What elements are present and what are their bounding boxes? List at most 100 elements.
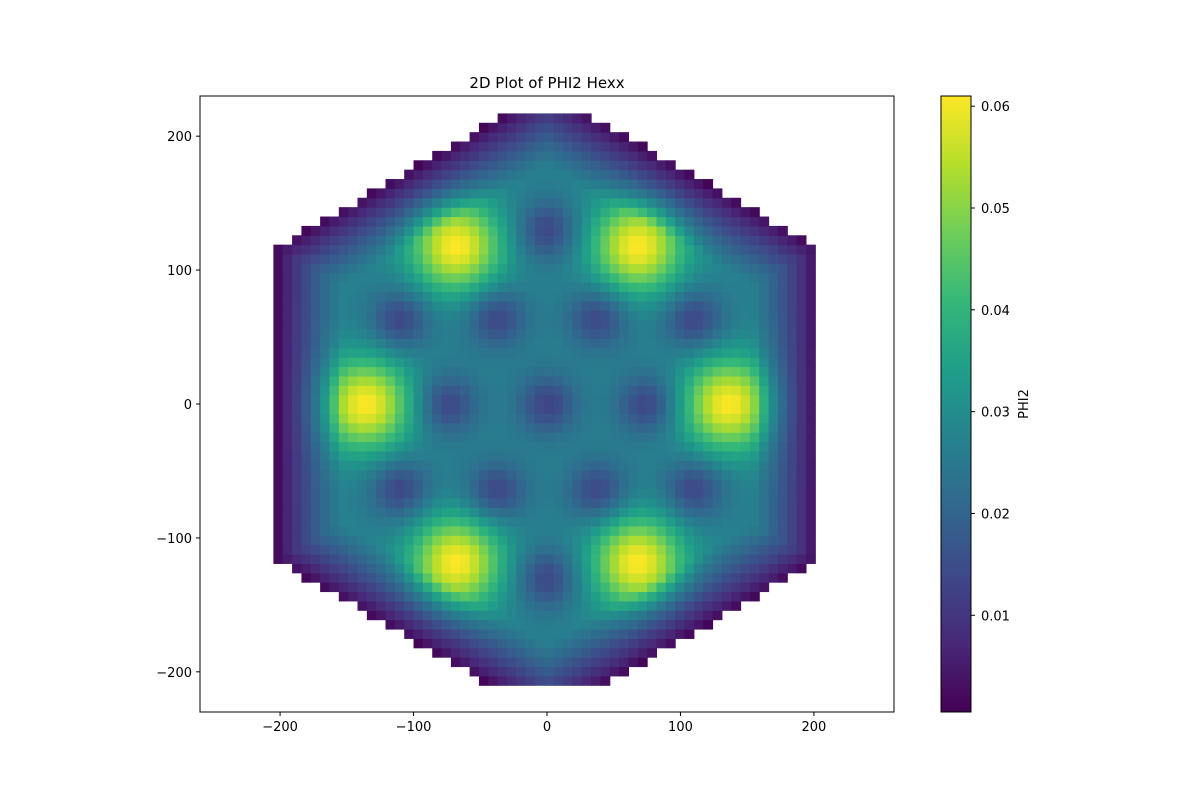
heatmap-cell <box>497 291 508 302</box>
heatmap-cell <box>684 572 695 583</box>
heatmap-cell <box>544 319 555 330</box>
heatmap-cell <box>422 385 433 396</box>
heatmap-cell <box>544 675 555 686</box>
heatmap-cell <box>432 553 443 564</box>
heatmap-cell <box>628 319 639 330</box>
heatmap-cell <box>581 638 592 649</box>
heatmap-cell <box>553 563 564 574</box>
heatmap-cell <box>647 272 658 283</box>
heatmap-cell <box>684 272 695 283</box>
heatmap-cell <box>413 516 424 527</box>
heatmap-cell <box>600 478 611 489</box>
heatmap-cell <box>460 254 471 264</box>
heatmap-cell <box>647 600 658 611</box>
heatmap-cell <box>385 572 396 583</box>
heatmap-cell <box>338 488 349 499</box>
heatmap-cell <box>348 282 359 293</box>
heatmap-cell <box>721 469 732 480</box>
heatmap-cell <box>591 628 601 639</box>
heatmap-cell <box>581 319 592 330</box>
heatmap-cell <box>506 469 517 480</box>
heatmap-cell <box>721 507 732 518</box>
heatmap-cell <box>749 582 760 593</box>
heatmap-cell <box>376 450 387 461</box>
heatmap-cell <box>591 188 601 199</box>
heatmap-cell <box>731 366 742 377</box>
heatmap-cell <box>675 169 686 180</box>
heatmap-cell <box>703 488 714 499</box>
heatmap-cell <box>768 385 779 396</box>
heatmap-cell <box>450 338 461 349</box>
heatmap-cell <box>376 366 387 377</box>
heatmap-cell <box>525 525 536 536</box>
heatmap-cell <box>422 628 433 639</box>
heatmap-cell <box>282 272 293 283</box>
heatmap-cell <box>731 300 742 311</box>
heatmap-cell <box>394 272 405 283</box>
heatmap-cell <box>460 432 471 443</box>
heatmap-cell <box>422 197 433 208</box>
heatmap-cell <box>310 300 321 311</box>
heatmap-cell <box>366 460 377 471</box>
heatmap-cell <box>338 394 349 405</box>
heatmap-cell <box>637 188 648 199</box>
heatmap-cell <box>394 300 405 311</box>
heatmap-cell <box>572 338 583 349</box>
heatmap-cell <box>591 572 601 583</box>
heatmap-cell <box>665 525 676 536</box>
heatmap-cell <box>273 338 284 349</box>
heatmap-cell <box>609 235 620 246</box>
heatmap-cell <box>301 535 312 546</box>
heatmap-cell <box>282 441 293 452</box>
heatmap-cell <box>572 300 583 311</box>
heatmap-cell <box>712 263 723 274</box>
heatmap-cell <box>478 469 489 480</box>
heatmap-cell <box>450 619 461 630</box>
heatmap-cell <box>488 591 499 602</box>
heatmap-cell <box>693 272 704 283</box>
heatmap-cell <box>712 413 723 424</box>
heatmap-cell <box>665 553 676 564</box>
heatmap-cell <box>357 582 368 593</box>
heatmap-cell <box>665 507 676 518</box>
heatmap-cell <box>506 329 517 339</box>
heatmap-cell <box>628 282 639 293</box>
heatmap-cell <box>553 122 564 133</box>
heatmap-cell <box>329 385 340 396</box>
heatmap-cell <box>516 141 527 152</box>
heatmap-cell <box>497 375 508 386</box>
heatmap-cell <box>656 197 667 208</box>
heatmap-cell <box>637 460 648 471</box>
heatmap-cell <box>581 263 592 274</box>
heatmap-cell <box>731 572 742 583</box>
heatmap-cell <box>731 497 742 508</box>
heatmap-cell <box>600 263 611 274</box>
heatmap-cell <box>478 525 489 536</box>
heatmap-cell <box>534 254 545 264</box>
heatmap-cell <box>759 544 770 555</box>
heatmap-cell <box>450 582 461 593</box>
heatmap-cell <box>665 310 676 321</box>
heatmap-cell <box>534 188 545 199</box>
heatmap-cell <box>301 404 312 414</box>
heatmap-cell <box>497 272 508 283</box>
heatmap-cell <box>572 516 583 527</box>
heatmap-cell <box>749 310 760 321</box>
heatmap-cell <box>637 450 648 461</box>
heatmap-cell <box>292 347 303 358</box>
heatmap-cell <box>675 535 686 546</box>
heatmap-cell <box>637 507 648 518</box>
heatmap-cell <box>534 507 545 518</box>
heatmap-cell <box>292 507 303 518</box>
heatmap-cell <box>329 225 340 236</box>
heatmap-cell <box>563 254 573 264</box>
heatmap-cell <box>488 413 499 424</box>
heatmap-cell <box>721 216 732 227</box>
heatmap-cell <box>619 619 630 630</box>
heatmap-cell <box>329 413 340 424</box>
heatmap-cell <box>675 375 686 386</box>
heatmap-cell <box>432 413 443 424</box>
heatmap-cell <box>478 160 489 171</box>
heatmap-cell <box>292 432 303 443</box>
heatmap-cell <box>460 572 471 583</box>
